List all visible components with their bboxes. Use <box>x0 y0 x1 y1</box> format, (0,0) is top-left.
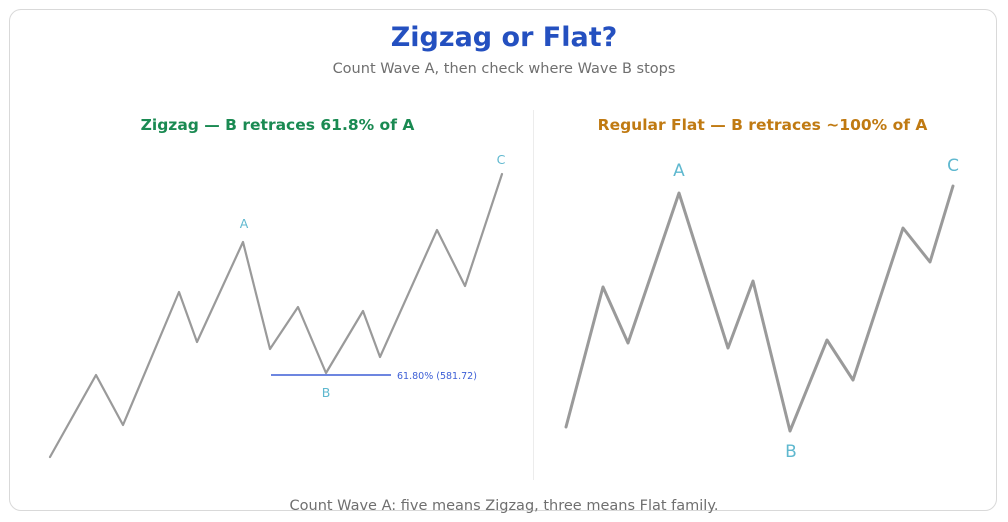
zigzag-wave-line <box>48 172 504 459</box>
flat-label-b: B <box>785 442 797 462</box>
flat-wave-line <box>564 184 955 433</box>
zigzag-label-c: C <box>497 152 506 167</box>
flat-label-c: C <box>947 156 959 176</box>
zigzag-label-b: B <box>322 385 331 400</box>
page-title: Zigzag or Flat? <box>390 22 618 53</box>
zigzag-diagram: A B C 61.80% (581.72) <box>48 152 506 459</box>
flat-panel-title: Regular Flat — B retraces ~100% of A <box>597 116 928 134</box>
fib-level-label: 61.80% (581.72) <box>397 371 477 382</box>
flat-diagram: A B C <box>564 156 959 462</box>
panel-divider <box>533 110 534 480</box>
footer-note: Count Wave A: five means Zigzag, three m… <box>289 498 719 514</box>
card-frame <box>9 9 997 511</box>
zigzag-panel-title: Zigzag — B retraces 61.8% of A <box>140 116 415 134</box>
flat-label-a: A <box>673 161 685 181</box>
zigzag-label-a: A <box>240 216 249 231</box>
page-subtitle: Count Wave A, then check where Wave B st… <box>332 61 676 77</box>
